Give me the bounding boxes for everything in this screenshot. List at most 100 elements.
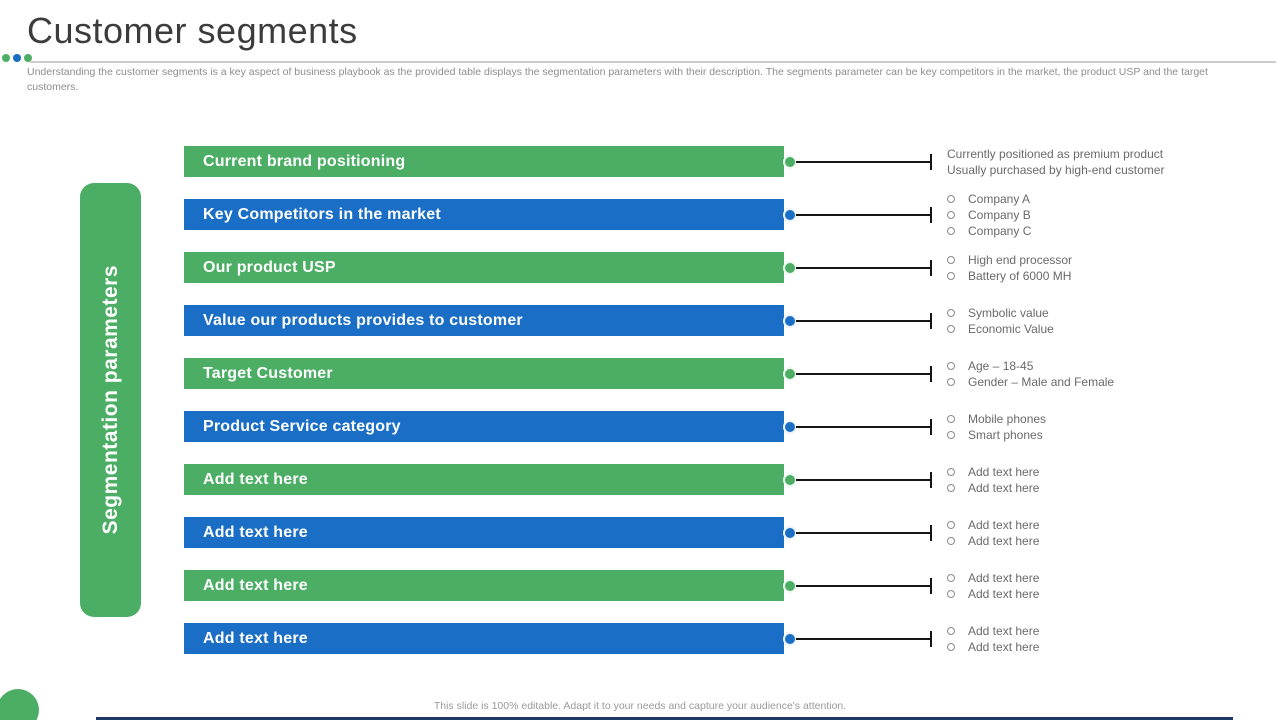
detail-text: Add text here — [968, 464, 1040, 479]
segment-bar-label: Add text here — [203, 576, 308, 594]
detail-text: Gender – Male and Female — [968, 374, 1115, 389]
title-divider — [30, 61, 1276, 63]
detail-item: Add text here — [947, 533, 1039, 549]
connector-tick — [930, 365, 932, 382]
detail-item: Currently positioned as premium product — [947, 146, 1164, 162]
connector-dot-icon — [783, 419, 797, 434]
detail-item: High end processor — [947, 252, 1072, 268]
segment-bar: Key Competitors in the market — [184, 199, 784, 230]
connector — [783, 517, 934, 548]
circle-bullet-icon — [947, 520, 955, 529]
connector-dot-icon — [783, 260, 797, 275]
detail-item: Add text here — [947, 623, 1039, 639]
segment-bar: Add text here — [184, 623, 784, 654]
segment-bar-label: Add text here — [203, 470, 308, 488]
detail-item: Add text here — [947, 480, 1039, 496]
connector — [783, 623, 934, 654]
slide-description: Understanding the customer segments is a… — [27, 66, 1208, 93]
detail-text: Add text here — [968, 586, 1040, 601]
connector-dot-icon — [783, 154, 797, 169]
connector-tick — [930, 577, 932, 594]
connector-tick — [930, 206, 932, 223]
detail-item: Add text here — [947, 639, 1039, 655]
detail-list: Currently positioned as premium product U… — [947, 146, 1164, 178]
detail-list: Mobile phones Smart phones — [947, 411, 1046, 443]
connector-line — [796, 478, 931, 481]
detail-list: Add text here Add text here — [947, 517, 1039, 549]
segment-row: Add text here Add text here Add text here — [184, 623, 1164, 654]
circle-bullet-icon — [947, 414, 955, 423]
segment-row: Add text here Add text here Add text here — [184, 517, 1164, 548]
segment-bar: Add text here — [184, 517, 784, 548]
circle-bullet-icon — [947, 210, 955, 219]
detail-list: Add text here Add text here — [947, 570, 1039, 602]
connector-dot-icon — [783, 578, 797, 593]
detail-text: Usually purchased by high-end customer — [947, 162, 1165, 177]
detail-item: Usually purchased by high-end customer — [947, 162, 1164, 178]
segment-bar: Add text here — [184, 570, 784, 601]
connector — [783, 358, 934, 389]
detail-item: Add text here — [947, 464, 1039, 480]
detail-list: Company A Company B Company C — [947, 191, 1031, 239]
detail-list: High end processor Battery of 6000 MH — [947, 252, 1072, 284]
detail-text: Smart phones — [968, 427, 1043, 442]
detail-item: Battery of 6000 MH — [947, 268, 1072, 284]
green-dot-icon — [2, 54, 10, 62]
side-label-pill: Segmentation parameters — [80, 183, 141, 617]
circle-bullet-icon — [947, 377, 955, 386]
footer-note: This slide is 100% editable. Adapt it to… — [433, 700, 847, 712]
connector-dot-icon — [783, 472, 797, 487]
segment-bar-label: Add text here — [203, 629, 308, 647]
segment-bar-label: Value our products provides to customer — [203, 311, 523, 329]
circle-bullet-icon — [947, 430, 955, 439]
connector-tick — [930, 630, 932, 647]
detail-text: Company B — [968, 207, 1031, 222]
detail-text: Add text here — [968, 480, 1040, 495]
segment-bar: Target Customer — [184, 358, 784, 389]
circle-bullet-icon — [947, 536, 955, 545]
detail-text: Company C — [968, 223, 1032, 238]
detail-item: Company C — [947, 223, 1031, 239]
connector-line — [796, 160, 931, 163]
segment-bar: Our product USP — [184, 252, 784, 283]
detail-list: Add text here Add text here — [947, 464, 1039, 496]
connector-dot-icon — [783, 366, 797, 381]
connector-tick — [930, 153, 932, 170]
detail-item: Add text here — [947, 517, 1039, 533]
detail-item: Symbolic value — [947, 305, 1054, 321]
connector-line — [796, 266, 931, 269]
connector-line — [796, 531, 931, 534]
detail-text: Mobile phones — [968, 411, 1047, 426]
segment-row: Product Service category Mobile phones Sm… — [184, 411, 1164, 442]
connector-line — [796, 637, 931, 640]
detail-text: Company A — [968, 191, 1031, 206]
connector-tick — [930, 524, 932, 541]
green-dot-icon — [24, 54, 32, 62]
segment-row: Target Customer Age – 18-45 Gender – Male… — [184, 358, 1164, 389]
segment-bar-label: Key Competitors in the market — [203, 205, 441, 223]
segment-bar-label: Add text here — [203, 523, 308, 541]
detail-list: Add text here Add text here — [947, 623, 1039, 655]
circle-bullet-icon — [947, 361, 955, 370]
detail-text: Battery of 6000 MH — [968, 268, 1072, 283]
segment-row: Add text here Add text here Add text here — [184, 464, 1164, 495]
detail-text: High end processor — [968, 252, 1073, 267]
detail-item: Gender – Male and Female — [947, 374, 1114, 390]
circle-bullet-icon — [947, 308, 955, 317]
connector-dot-icon — [783, 525, 797, 540]
connector — [783, 411, 934, 442]
segment-bar: Product Service category — [184, 411, 784, 442]
circle-bullet-icon — [947, 589, 955, 598]
connector-dot-icon — [783, 313, 797, 328]
connector — [783, 305, 934, 336]
detail-list: Age – 18-45 Gender – Male and Female — [947, 358, 1114, 390]
segment-row: Value our products provides to customer … — [184, 305, 1164, 336]
connector — [783, 570, 934, 601]
detail-item: Company B — [947, 207, 1031, 223]
detail-text: Currently positioned as premium product — [947, 146, 1164, 161]
circle-bullet-icon — [947, 271, 955, 280]
segment-bar: Current brand positioning — [184, 146, 784, 177]
accent-dots — [2, 54, 32, 62]
segment-row: Add text here Add text here Add text here — [184, 570, 1164, 601]
